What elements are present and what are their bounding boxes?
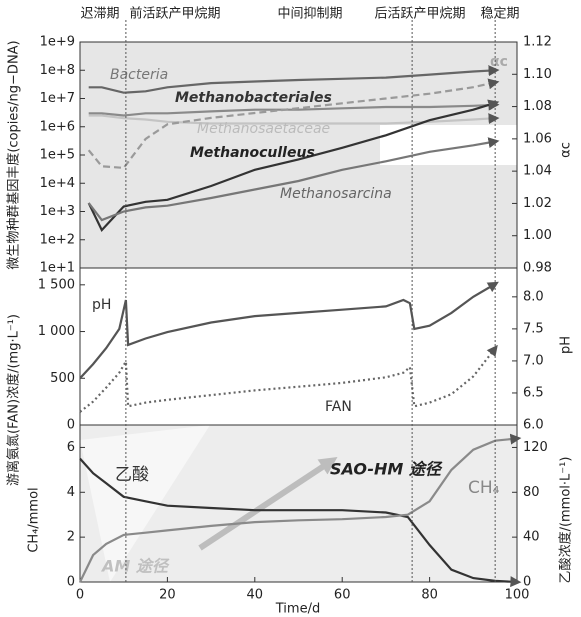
- y2-tick-label: 1.04: [523, 164, 552, 179]
- y2-tick-label: 1.10: [523, 67, 552, 82]
- y2-tick-label: 6.0: [523, 418, 544, 433]
- series-label: Methanoculleus: [190, 145, 315, 161]
- x-tick-label: 0: [76, 588, 84, 603]
- series-line: [88, 99, 500, 117]
- y2-tick-label: 7.0: [523, 353, 544, 368]
- series-line: [87, 78, 500, 170]
- series-label: αc: [490, 54, 508, 70]
- phase-label: 稳定期: [480, 6, 519, 22]
- y2-axis-title: 乙酸浓度/(mmol·L⁻¹): [558, 457, 574, 584]
- series-line: [79, 281, 499, 379]
- plot-frame: [79, 267, 518, 426]
- panel-background: [80, 425, 517, 582]
- y-tick-label: 6: [67, 440, 75, 455]
- y-axis-title: CH₄/mmol: [27, 487, 42, 552]
- phase-label: 前活跃产甲烷期: [129, 6, 220, 22]
- x-tick-label: 40: [247, 588, 264, 603]
- pathway-arrow: [198, 457, 338, 551]
- y-tick-label: 1e+7: [40, 91, 75, 106]
- y2-tick-label: 1.06: [523, 131, 552, 146]
- series-line: [79, 344, 498, 413]
- shade: [80, 425, 210, 582]
- y2-tick-label: 6.5: [523, 385, 544, 400]
- y-axis-title: 微生物种群基因丰度(copies/ng−DNA): [6, 40, 22, 269]
- y-tick-label: 0: [67, 575, 75, 590]
- series-label: 乙酸: [115, 465, 149, 485]
- phase-label: 中间抑制期: [277, 7, 342, 22]
- y2-tick-label: 120: [523, 440, 548, 455]
- y-tick-label: 1e+5: [40, 148, 75, 163]
- annotation: AM 途径: [100, 557, 170, 576]
- annotation: SAO-HM 途径: [330, 460, 443, 479]
- series-label: FAN: [325, 399, 352, 415]
- series-line: [79, 433, 522, 583]
- y-tick-label: 1 000: [38, 324, 75, 339]
- y2-tick-label: 8.0: [523, 289, 544, 304]
- phase-label: 迟滞期: [80, 7, 119, 22]
- y-tick-label: 1e+2: [40, 232, 75, 247]
- series-line: [79, 457, 522, 588]
- y-tick-label: 1e+4: [40, 176, 75, 191]
- y-tick-label: 0: [67, 418, 75, 433]
- series-label: Bacteria: [110, 67, 168, 83]
- y-tick-label: 1e+6: [40, 119, 75, 134]
- x-axis-title: Time/d: [275, 602, 320, 617]
- y2-tick-label: 1.08: [523, 99, 552, 114]
- y2-tick-label: 40: [523, 530, 540, 545]
- y-tick-label: 500: [50, 371, 75, 386]
- y2-tick-label: 0.98: [523, 261, 552, 276]
- x-tick-label: 60: [334, 588, 351, 603]
- x-tick-label: 80: [421, 588, 438, 603]
- y-tick-label: 1e+3: [40, 204, 75, 219]
- series-line: [88, 65, 500, 94]
- phase-label: 后活跃产甲烷期: [374, 7, 465, 22]
- y-tick-label: 1 500: [38, 277, 75, 292]
- y2-tick-label: 1.00: [523, 228, 552, 243]
- y2-axis-title: αc: [559, 142, 574, 158]
- y2-axis-title: pH: [559, 336, 574, 354]
- y-axis-title: 游离氨氮(FAN)浓度/(mg·L⁻¹): [6, 314, 22, 486]
- y2-tick-label: 1.02: [523, 196, 552, 211]
- series-label: pH: [92, 297, 111, 313]
- y2-tick-label: 7.5: [523, 321, 544, 336]
- y-tick-label: 1e+8: [40, 63, 75, 78]
- series-label: Methanobacteriales: [175, 90, 332, 106]
- y-tick-label: 2: [67, 530, 75, 545]
- series-line: [87, 99, 500, 233]
- y2-tick-label: 1.12: [523, 35, 552, 50]
- y-tick-label: 4: [67, 485, 75, 500]
- y-tick-label: 1e+1: [40, 261, 75, 276]
- series-label: Methanosaetaceae: [197, 121, 330, 137]
- x-tick-label: 20: [159, 588, 176, 603]
- plot-frame: [79, 424, 518, 583]
- x-tick-label: 100: [505, 588, 530, 603]
- y2-tick-label: 80: [523, 485, 540, 500]
- series-label: CH₄: [468, 478, 500, 498]
- series-label: Methanosarcina: [280, 186, 392, 202]
- y2-tick-label: 0: [523, 575, 531, 590]
- series-line: [88, 113, 500, 125]
- y-tick-label: 1e+9: [40, 35, 75, 50]
- series-line: [87, 137, 500, 222]
